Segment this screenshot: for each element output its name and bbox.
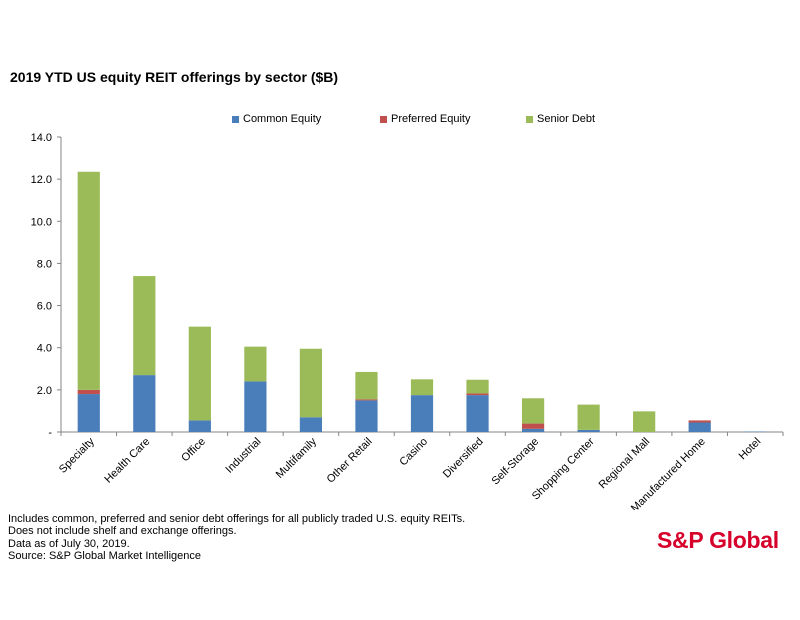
bar-common-equity [355,400,378,432]
bar-senior-debt [410,379,434,396]
bar-senior-debt [355,371,378,400]
footnote-line: Source: S&P Global Market Intelligence [8,549,202,562]
y-tick-label: 12.0 [31,174,52,186]
legend-label-preferred-equity: Preferred Equity [391,113,471,125]
bar-senior-debt [633,411,656,432]
x-category-label: Other Retail [325,436,375,486]
bar-common-equity [188,420,211,432]
x-category-label: Hotel [737,436,764,463]
bar-preferred-equity [521,423,545,429]
legend-item-common-equity: Common Equity [232,113,380,125]
footnote-line: Data as of July 30, 2019. [8,537,130,550]
footnote-line: Includes common, preferred and senior de… [8,513,466,525]
y-tick-label: 4.0 [37,343,52,355]
x-category-label: Multifamily [274,435,320,481]
y-tick-label: 6.0 [37,301,52,313]
x-category-label: Shopping Center [530,435,597,502]
legend-label-common-equity: Common Equity [243,113,322,125]
x-category-label: Diversified [441,436,486,481]
x-category-label: Specialty [57,435,97,475]
bar-common-equity [688,422,711,432]
bar-common-equity [744,431,767,433]
bar-common-equity [244,381,267,432]
bar-chart: - 2.0 4.0 6.0 8.0 10.0 12.0 14.0 Specialty Health… [31,132,784,510]
x-category-label: Casino [397,436,430,469]
bar-common-equity [466,395,489,432]
chart-title: 2019 YTD US equity REIT offerings by sec… [10,69,339,85]
bar-common-equity [299,417,323,432]
bar-common-equity [521,428,545,432]
footnotes: Includes common, preferred and senior de… [8,513,465,562]
bar-preferred-equity [688,420,711,423]
bar-senior-debt [244,346,267,382]
x-category-label: Self-Storage [489,436,541,488]
legend-swatch-preferred-equity [380,115,387,123]
y-tick-label: 14.0 [31,132,52,144]
y-tick-label: 8.0 [37,258,52,270]
legend-item-preferred-equity: Preferred Equity [380,113,526,125]
bar-common-equity [77,394,100,432]
bar-preferred-equity [355,399,378,401]
bar-senior-debt [299,348,323,418]
footnote-line: Does not include shelf and exchange offe… [8,525,237,538]
x-category-label: Industrial [223,436,263,476]
bar-preferred-equity [466,393,489,396]
x-category-label: Office [179,436,208,465]
bar-senior-debt [77,171,100,390]
bar-preferred-equity [77,389,100,395]
bar-senior-debt [521,398,545,424]
legend-item-senior-debt: Senior Debt [526,113,595,125]
bar-senior-debt [188,326,211,421]
bar-common-equity [577,429,600,432]
x-category-label: Regional Mall [597,436,653,492]
legend-swatch-senior-debt [526,115,533,123]
bar-senior-debt [577,404,600,430]
bar-senior-debt [466,379,489,394]
x-category-label: Health Care [102,436,152,486]
legend-label-senior-debt: Senior Debt [537,113,596,125]
y-tick-label: 10.0 [31,216,52,228]
bar-common-equity [133,375,156,432]
bar-senior-debt [133,276,156,376]
chart-legend: Common Equity Preferred Equity Senior De… [232,113,595,125]
y-tick-label: - [48,427,52,439]
legend-swatch-common-equity [232,115,239,123]
bar-common-equity [410,395,434,432]
sp-global-logo: S&P Global [657,527,779,553]
y-tick-label: 2.0 [37,385,52,397]
